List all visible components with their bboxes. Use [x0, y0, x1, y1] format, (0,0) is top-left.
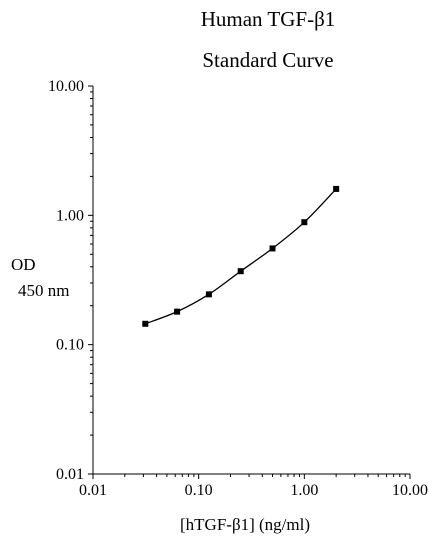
x-tick-label: 0.01	[79, 482, 107, 499]
y-axis-label-line2: 450 nm	[18, 281, 69, 300]
series-markers	[142, 185, 340, 327]
y-ticks: 0.01 0.10 1.00 10.00	[48, 78, 93, 483]
y-tick-label: 0.10	[56, 337, 84, 354]
series-curve	[145, 188, 337, 325]
x-tick-label: 0.10	[185, 482, 213, 499]
data-point-marker	[174, 308, 181, 315]
y-tick-label: 10.00	[48, 78, 84, 95]
y-tick-label: 0.01	[56, 466, 84, 483]
data-point-marker	[142, 320, 149, 327]
data-point-marker	[237, 268, 244, 275]
chart-title: Human TGF-β1	[201, 7, 336, 31]
x-ticks: 0.01 0.10 1.00 10.00	[79, 474, 428, 499]
data-point-marker	[301, 219, 308, 226]
x-axis-label: [hTGF-β1] (ng/ml)	[180, 515, 310, 534]
y-axis-label-line1: OD	[11, 255, 36, 274]
x-tick-label: 1.00	[290, 482, 318, 499]
x-tick-label: 10.00	[392, 482, 428, 499]
data-point-marker	[333, 185, 340, 192]
data-point-marker	[205, 291, 212, 298]
chart-subtitle: Standard Curve	[202, 48, 333, 72]
data-point-marker	[269, 245, 276, 252]
y-tick-label: 1.00	[56, 207, 84, 224]
